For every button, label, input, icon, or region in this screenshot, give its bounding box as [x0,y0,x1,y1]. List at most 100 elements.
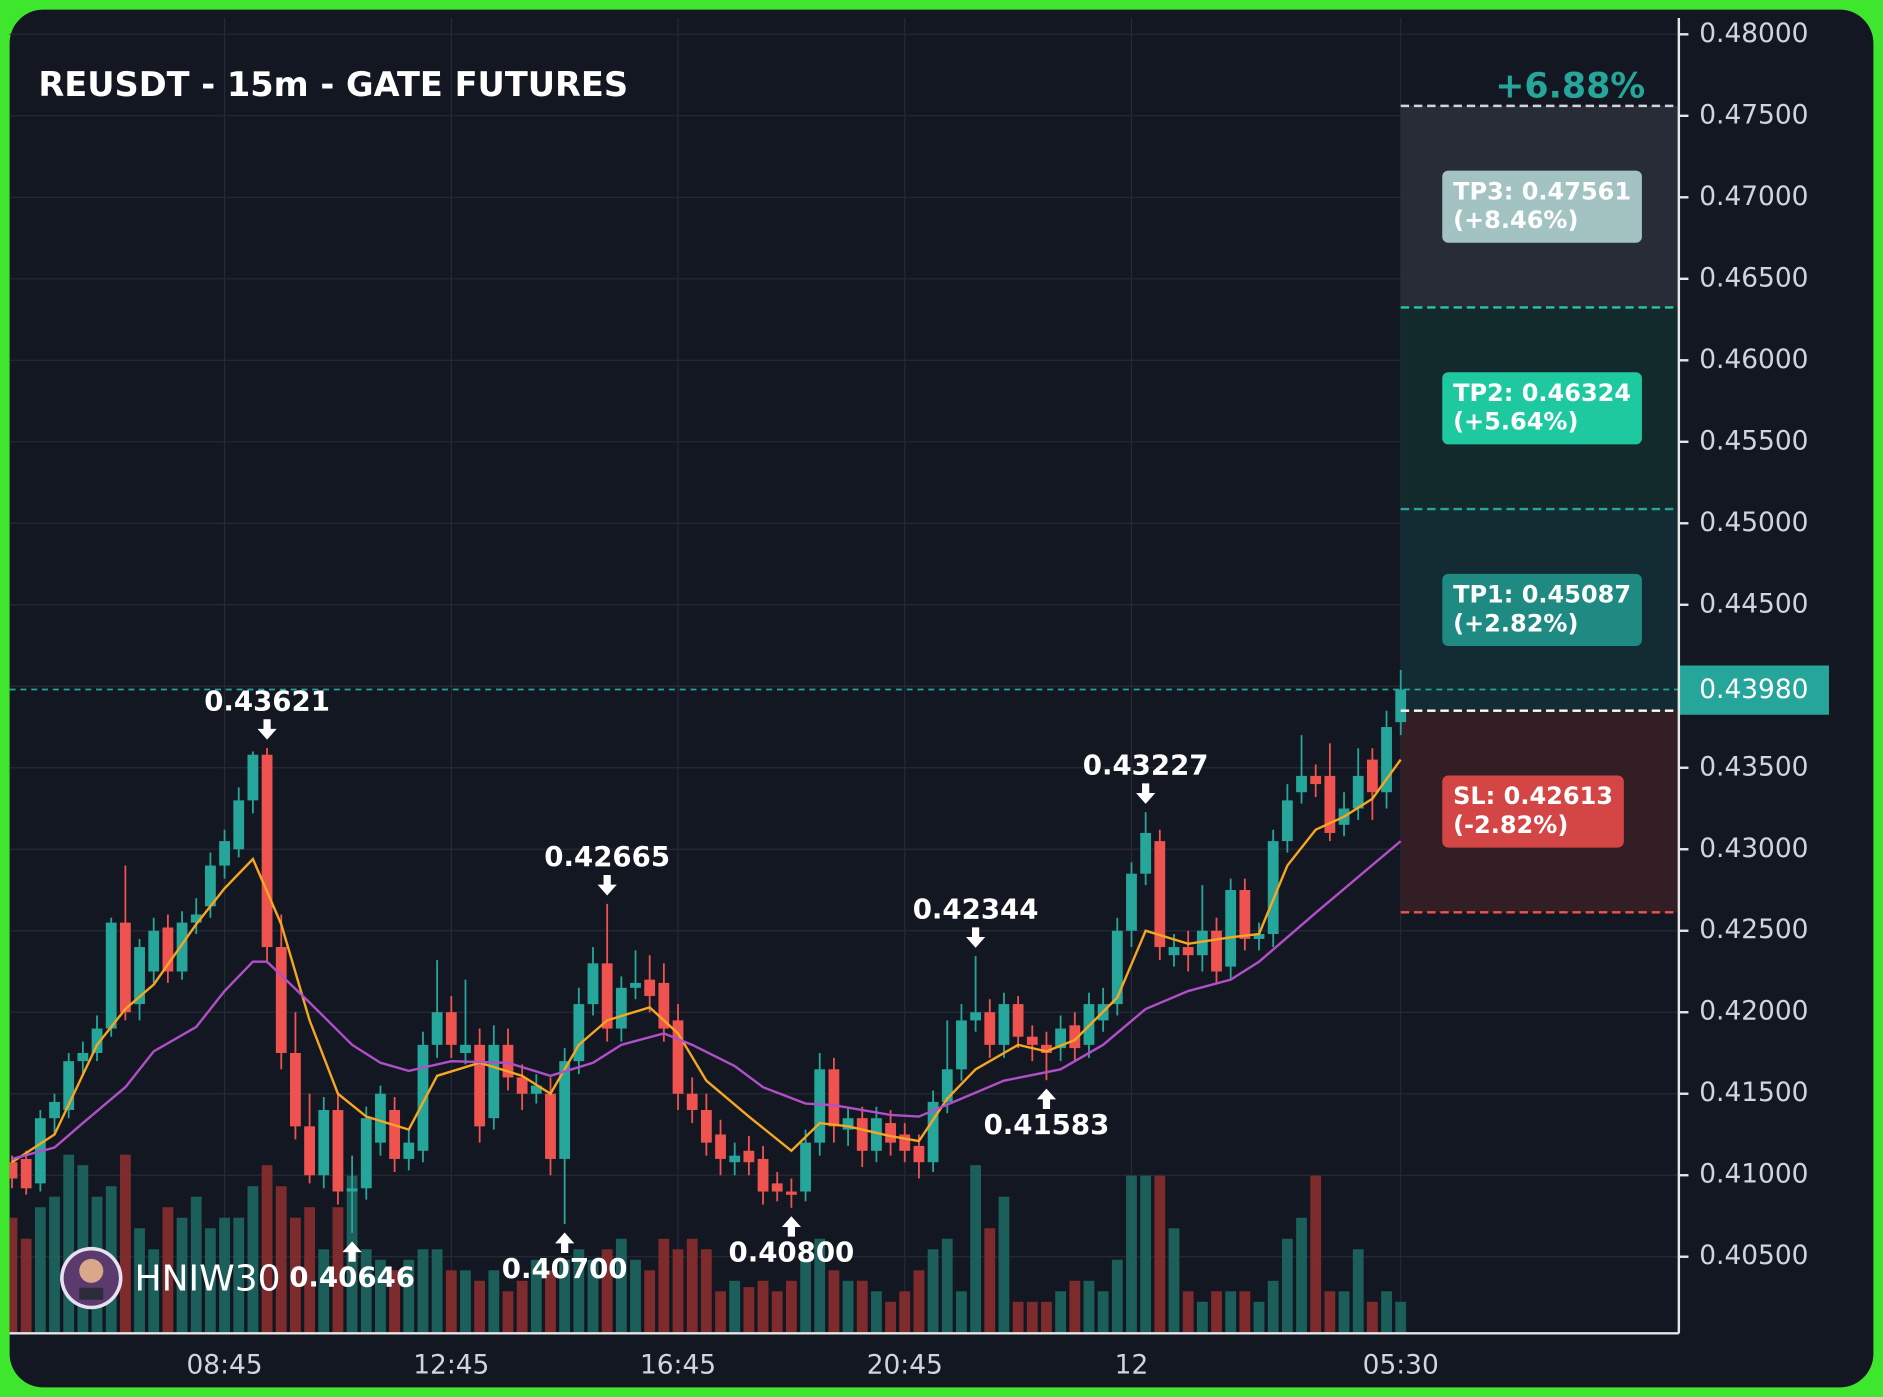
x-tick-label: 12 [1115,1349,1149,1380]
volume-bar [516,1280,528,1334]
volume-bar [956,1291,967,1334]
annotation-arrow [1136,783,1156,804]
volume-bar [530,1259,542,1334]
volume-bar [1069,1280,1081,1334]
volume-bar [360,1249,372,1334]
candle-body [1196,930,1208,956]
candle-body [757,1158,769,1192]
volume-bar [247,1186,259,1334]
candle-body [105,922,117,1029]
candle-body [856,1118,868,1151]
candle-body [672,1020,684,1094]
avatar-face [79,1258,104,1283]
volume-bar [304,1207,315,1334]
candle-body [800,1142,811,1192]
candle-body [474,1044,486,1127]
candle-body [700,1110,712,1143]
volume-bar [1324,1291,1336,1334]
volume-bar [984,1228,996,1334]
x-tick-label: 16:45 [640,1349,716,1380]
candle-body [275,947,287,1053]
volume-bar [899,1291,911,1334]
candle-body [1211,930,1222,972]
volume-bar [190,1196,202,1334]
volume-bar [941,1238,953,1334]
volume-bar [559,1259,571,1334]
volume-bar [644,1270,656,1334]
volume-bar [431,1249,443,1334]
volume-bar [913,1270,925,1334]
annotation-label: 0.40646 [289,1261,415,1294]
x-tick-label: 08:45 [187,1349,263,1380]
volume-bar [460,1270,471,1334]
volume-bar [1253,1301,1265,1334]
y-tick-label: 0.48000 [1699,18,1808,49]
candle-body [134,947,145,1005]
candle-body [190,914,202,923]
candle-body [1324,775,1336,833]
candle-body [1239,890,1251,939]
candle-body [488,1044,500,1119]
volume-bar [1083,1280,1095,1334]
level-change: (-2.82%) [1453,811,1568,839]
candle-body [1041,1044,1052,1053]
candle-body [970,1012,982,1021]
volume-bar [162,1207,174,1334]
level-change: (+2.82%) [1453,609,1578,637]
volume-bar [630,1259,641,1334]
volume-bar [800,1259,811,1334]
volume-bar [1310,1175,1322,1334]
volume-bar [9,1217,18,1334]
level-label-box [1442,372,1642,445]
candle-body [1281,800,1293,842]
candle-body [1055,1028,1067,1049]
volume-bar [1281,1238,1293,1334]
candle-body [899,1134,911,1151]
candle-body [204,865,216,907]
candle-body [516,1077,528,1094]
candle-body [119,922,131,1013]
candle-body [984,1012,996,1045]
candle-body [545,1093,556,1159]
candle-body [502,1044,514,1078]
volume-bar [587,1259,599,1334]
volume-bar [318,1249,330,1334]
candle-body [686,1093,698,1111]
volume-bar [49,1196,60,1334]
y-tick-label: 0.43000 [1699,833,1808,864]
candle-body [375,1093,386,1143]
candle-body [941,1069,953,1102]
volume-bar [601,1249,613,1334]
volume-bar [204,1228,216,1334]
candle-body [360,1118,372,1189]
overlay: 0.40500 0.41000 0.41500 0.42000 0.42500 0.430… [9,18,1829,1380]
volume-bar [1381,1291,1392,1334]
candle-body [148,930,160,972]
y-tick-label: 0.40500 [1699,1240,1808,1271]
x-tick-label: 20:45 [867,1349,943,1380]
candle-body [644,979,656,996]
annotation-arrow [781,1216,801,1237]
volume-bar [219,1217,230,1334]
annotation-arrow [342,1241,362,1262]
volume-bar [885,1301,896,1334]
candle-body [304,1126,315,1176]
last-price-tag [1678,665,1829,715]
volume-bar [1196,1301,1208,1334]
candle-body [1352,775,1364,809]
volume-bar [856,1280,868,1334]
volume-bar [1352,1249,1364,1334]
volume-bar [1182,1291,1194,1334]
candle-body [1111,930,1123,1005]
volume-bar [1395,1301,1407,1334]
volume-bar [1126,1175,1137,1334]
volume-bar [1338,1291,1350,1334]
candle-body [176,922,188,972]
volume-bar [757,1280,769,1334]
candle-body [162,927,174,972]
level-label: SL: 0.42613 [1453,782,1613,810]
y-tick-label: 0.42500 [1699,914,1808,945]
volume-bar [290,1217,301,1334]
annotation-label: 0.40700 [502,1252,628,1285]
candle-body [219,841,230,866]
